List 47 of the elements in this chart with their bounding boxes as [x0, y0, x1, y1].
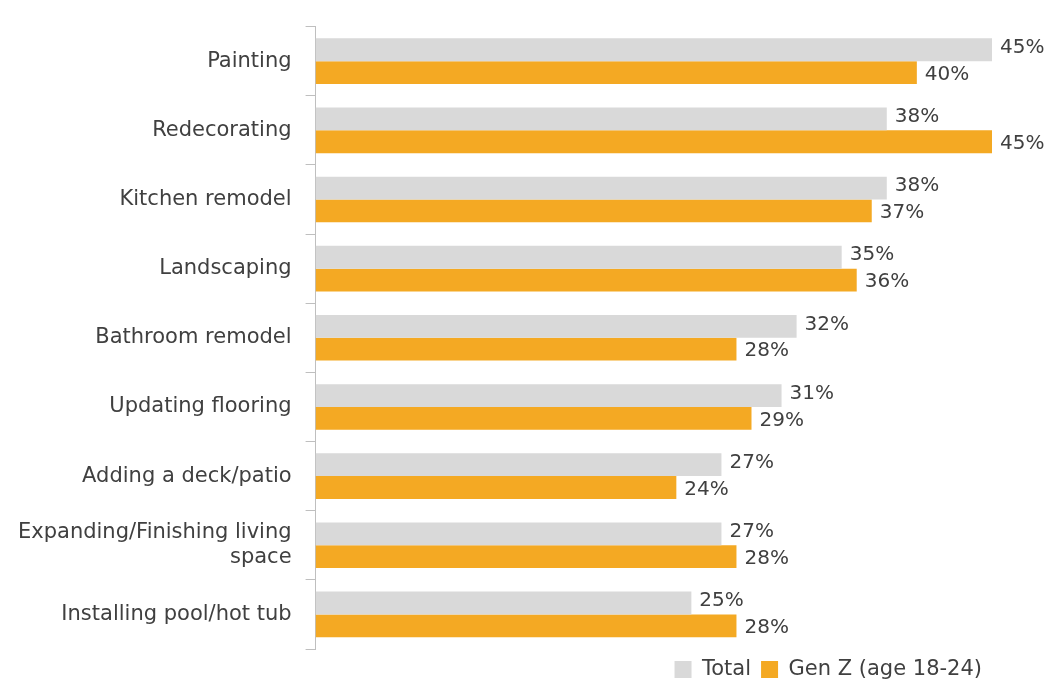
data-label: 38%	[894, 103, 940, 128]
data-label: 28%	[744, 337, 789, 362]
bar	[315, 268, 857, 292]
y-tick-label: Kitchen remodel	[119, 185, 292, 210]
legend-label: Gen Z (age 18-24)	[788, 655, 983, 680]
data-label: 32%	[804, 310, 850, 335]
data-label: 36%	[864, 268, 910, 293]
data-label: 45%	[1000, 33, 1045, 58]
y-tick-label: Adding a deck/patio	[82, 462, 292, 487]
data-label: 31%	[789, 379, 835, 404]
y-tick-label: Landscaping	[159, 255, 292, 280]
bar	[315, 314, 797, 338]
data-label: 27%	[729, 518, 774, 543]
bar	[315, 591, 692, 615]
data-label: 25%	[699, 587, 744, 612]
data-label: 37%	[879, 199, 925, 224]
legend-label: Total	[701, 655, 752, 680]
bar	[315, 38, 992, 62]
data-label: 35%	[849, 241, 895, 266]
y-tick-label: Expanding/Finishing living space	[17, 519, 292, 569]
bar	[315, 337, 737, 361]
data-label: 38%	[894, 172, 940, 197]
y-tick-label: Painting	[207, 47, 292, 72]
data-label: 28%	[744, 614, 789, 639]
bar	[315, 245, 842, 269]
bar	[315, 545, 737, 569]
data-label: 28%	[744, 544, 789, 569]
bar	[315, 522, 722, 546]
y-tick-label: Bathroom remodel	[95, 324, 292, 349]
bar	[315, 453, 722, 477]
bar	[315, 61, 917, 84]
bar	[315, 406, 752, 430]
y-tick-label: Redecorating	[152, 116, 292, 141]
data-label: 45%	[1000, 129, 1045, 154]
bar	[315, 107, 887, 131]
bar	[315, 384, 782, 407]
bar	[315, 176, 887, 200]
bar	[315, 476, 677, 499]
bar	[315, 199, 872, 223]
y-tick-label: Installing pool/hot tub	[61, 600, 292, 625]
data-label: 29%	[759, 406, 804, 431]
bar	[315, 614, 737, 638]
data-label: 27%	[729, 448, 774, 473]
data-label: 40%	[924, 60, 970, 85]
y-tick-label: Updating flooring	[109, 393, 292, 418]
bar	[315, 130, 992, 154]
data-label: 24%	[684, 475, 729, 500]
